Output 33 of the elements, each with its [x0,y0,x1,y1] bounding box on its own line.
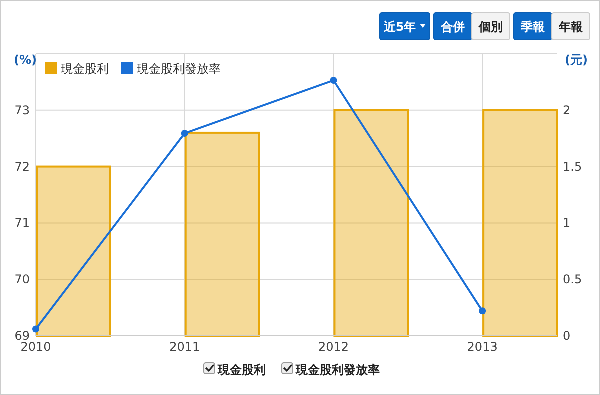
y-tick-label: 70 [14,272,30,287]
y-tick-label: 71 [14,216,30,230]
toggle-button: 季報 [514,12,552,40]
y2-tick-label: 2 [563,103,571,118]
point [479,308,486,315]
legend-label: 現金股利發放率 [137,62,221,76]
y-axis-title: (%) [14,53,37,67]
toggle-button: 合併 [434,12,472,40]
y-tick-label: 69 [14,329,30,343]
y2-tick-label: 0 [563,329,571,343]
x-tick-label: 2011 [170,340,200,354]
legend-label: 現金股利 [61,62,109,76]
bar [36,166,112,337]
x-tick-label: 2010 [20,340,52,354]
toggle-button: 年報 [552,12,590,40]
x-tick-label: 2013 [467,340,498,354]
y2-axis-title: (元) [565,53,588,67]
bar [184,132,260,337]
y-tick-label: 72 [14,160,30,174]
point [181,130,188,138]
text: 現金股利發放率 [296,363,380,377]
toggle-button: 個別 [472,12,510,40]
y-tick-label: 73 [14,103,30,118]
x-tick-label: 2012 [318,340,349,354]
bar [334,109,410,337]
y2-tick-label: 1.5 [563,160,582,174]
text: 現金股利 [218,363,266,377]
y2-tick-label: 1 [563,216,571,230]
bar [482,109,558,337]
toggle-button: 近5年 [380,12,430,40]
point [330,77,338,84]
point [32,326,40,333]
y2-tick-label: 0.5 [563,272,582,287]
